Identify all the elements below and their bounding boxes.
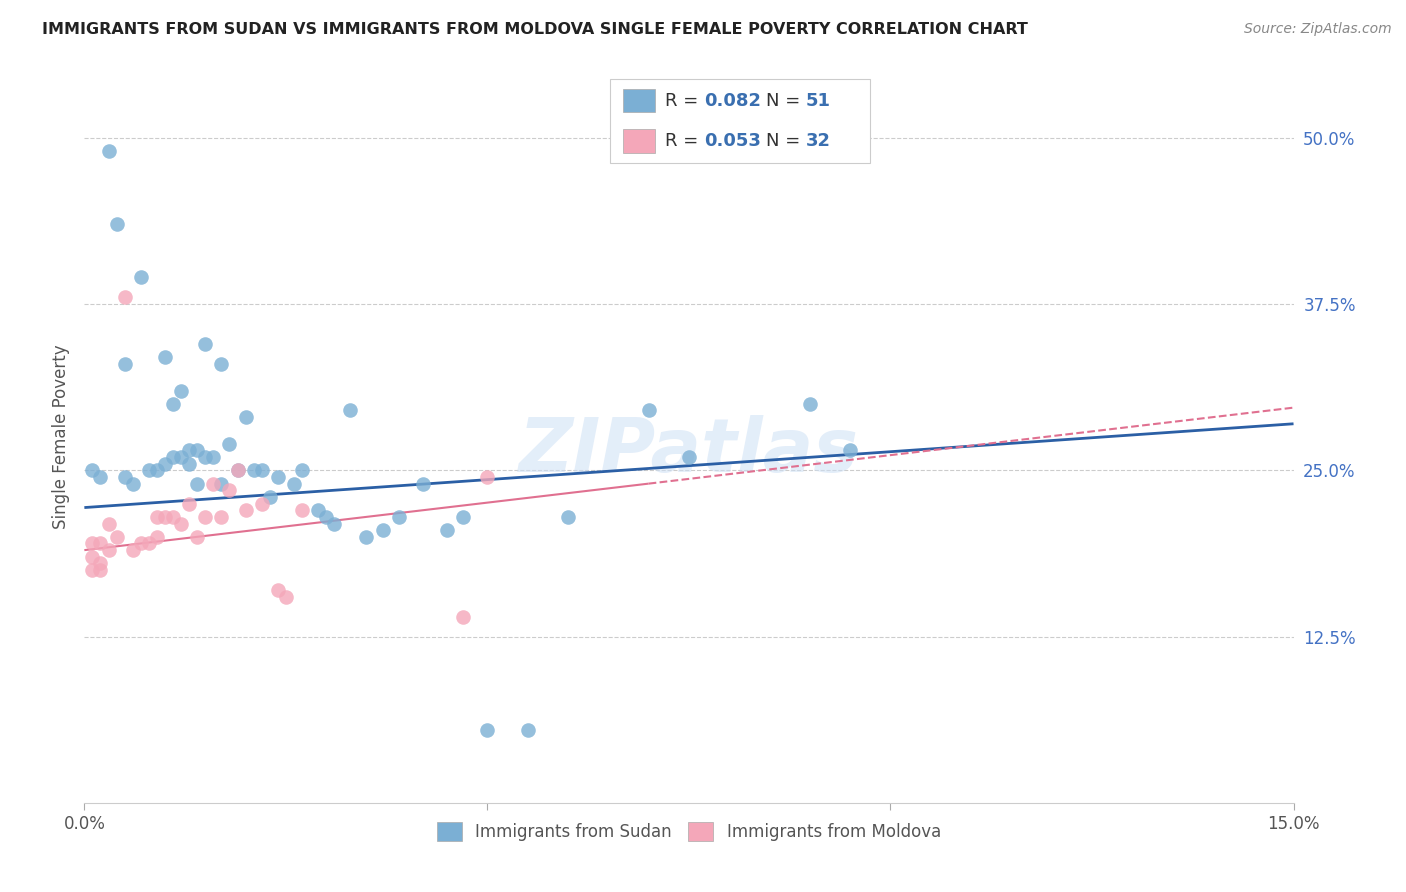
Point [162,509,184,524]
Point [678,450,700,464]
Point [146,463,169,477]
Text: ZIPatlas: ZIPatlas [519,415,859,488]
Point [89,557,111,571]
Point [291,463,314,477]
Point [267,470,290,484]
Y-axis label: Single Female Poverty: Single Female Poverty [52,345,70,529]
Point [170,384,193,398]
Point [235,410,257,425]
Point [194,509,217,524]
Point [799,397,821,411]
Point [412,476,434,491]
Point [356,530,378,544]
Point [186,443,208,458]
Point [194,450,217,464]
Point [436,523,458,537]
Point [451,509,474,524]
Point [839,443,862,458]
Point [114,357,136,371]
Point [179,457,201,471]
Point [153,457,176,471]
Point [516,723,538,737]
Point [250,463,273,477]
Text: IMMIGRANTS FROM SUDAN VS IMMIGRANTS FROM MOLDOVA SINGLE FEMALE POVERTY CORRELATI: IMMIGRANTS FROM SUDAN VS IMMIGRANTS FROM… [42,22,1028,37]
Point [170,450,193,464]
Point [179,443,201,458]
Point [162,450,184,464]
Point [129,536,152,550]
Point [89,563,111,577]
Point [162,397,184,411]
Point [226,463,249,477]
Point [114,290,136,304]
Point [339,403,361,417]
Point [97,543,120,558]
Point [114,470,136,484]
Point [97,516,120,531]
Point [209,357,232,371]
Point [153,509,176,524]
Point [179,497,201,511]
Point [82,536,104,550]
Point [259,490,281,504]
Point [218,436,240,450]
Point [291,503,314,517]
Point [235,503,257,517]
Point [477,470,499,484]
Point [267,582,290,597]
Point [97,144,120,158]
Point [451,609,474,624]
Point [82,549,104,564]
Point [82,463,104,477]
Point [371,523,394,537]
Point [129,270,152,285]
Point [153,351,176,365]
Point [242,463,264,477]
Point [477,723,499,737]
Point [283,476,305,491]
Point [274,590,297,604]
Point [315,509,337,524]
Point [82,563,104,577]
Point [89,536,111,550]
Point [121,476,143,491]
Point [202,476,225,491]
Point [323,516,346,531]
Point [89,470,111,484]
Point [209,509,232,524]
Point [186,530,208,544]
Point [250,497,273,511]
Point [146,509,169,524]
Point [307,503,329,517]
Point [557,509,579,524]
Point [209,476,232,491]
Point [105,217,128,231]
Point [637,403,659,417]
Point [121,543,143,558]
Text: Source: ZipAtlas.com: Source: ZipAtlas.com [1244,22,1392,37]
Legend: Immigrants from Sudan, Immigrants from Moldova: Immigrants from Sudan, Immigrants from M… [429,814,949,849]
Point [202,450,225,464]
Point [194,337,217,351]
Point [105,530,128,544]
Point [138,536,160,550]
Point [218,483,240,498]
Point [146,530,169,544]
Point [226,463,249,477]
Point [170,516,193,531]
Point [138,463,160,477]
Point [388,509,411,524]
Point [186,476,208,491]
